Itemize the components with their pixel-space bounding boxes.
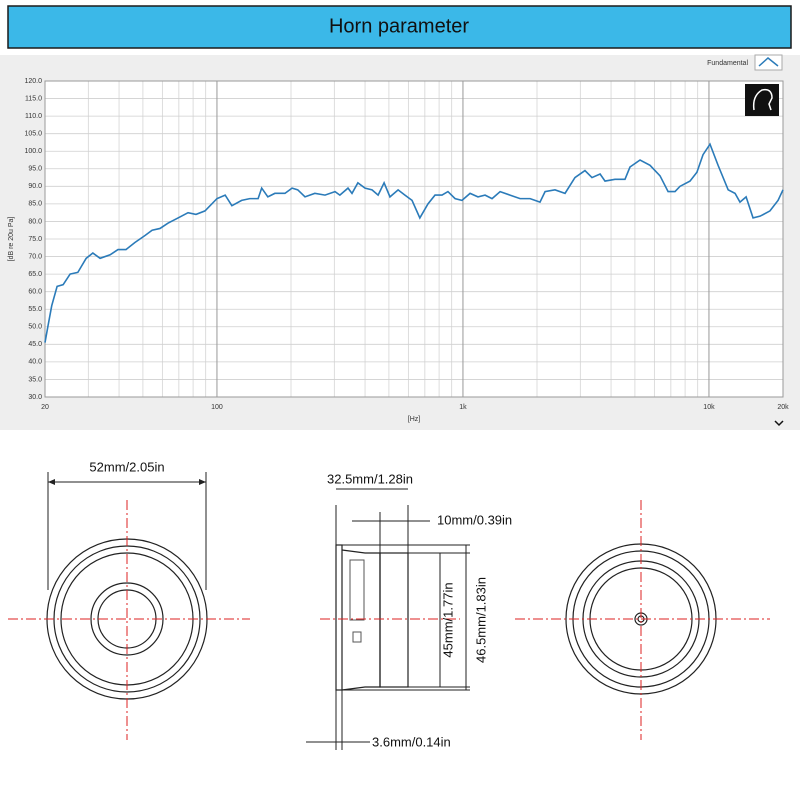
y-tick-label: 120.0 xyxy=(24,78,42,85)
legend-box xyxy=(754,54,783,71)
dimension-label: 45mm/1.77in xyxy=(440,582,455,657)
y-tick-label: 55.0 xyxy=(28,306,42,313)
y-tick-label: 95.0 xyxy=(28,166,42,173)
y-tick-label: 50.0 xyxy=(28,324,42,331)
y-tick-label: 65.0 xyxy=(28,271,42,278)
dimension-label: 10mm/0.39in xyxy=(437,512,512,527)
chart-title: Horn parameter xyxy=(329,15,469,37)
legend-label: Fundamental xyxy=(707,60,748,67)
y-tick-label: 110.0 xyxy=(25,113,42,120)
y-axis-label: [dB re 20u Pa] xyxy=(8,217,15,262)
dimension-label: 32.5mm/1.28in xyxy=(327,471,413,486)
rear-view xyxy=(515,500,770,740)
y-tick-label: 70.0 xyxy=(28,253,42,260)
y-tick-label: 85.0 xyxy=(28,201,42,208)
logo-icon xyxy=(745,84,779,116)
x-tick-label: 10k xyxy=(703,404,715,411)
front-view xyxy=(8,472,250,740)
x-tick-label: 20k xyxy=(777,404,789,411)
y-tick-label: 105.0 xyxy=(24,131,42,138)
y-tick-label: 30.0 xyxy=(28,394,42,401)
y-tick-label: 40.0 xyxy=(28,359,42,366)
logo-head xyxy=(752,88,773,111)
plot-frame xyxy=(44,80,784,398)
y-tick-label: 45.0 xyxy=(28,341,42,348)
y-tick-label: 60.0 xyxy=(28,289,42,296)
dimension-label: 52mm/2.05in xyxy=(89,459,164,474)
side-view xyxy=(306,488,470,750)
title-banner xyxy=(7,5,792,49)
y-tick-label: 80.0 xyxy=(28,218,42,225)
dimension-label: 46.5mm/1.83in xyxy=(473,577,488,663)
data-line xyxy=(44,142,784,343)
y-tick-label: 115.0 xyxy=(25,95,42,102)
x-axis-label: [Hz] xyxy=(408,416,421,423)
y-tick-label: 90.0 xyxy=(28,183,42,190)
y-tick-label: 75.0 xyxy=(28,236,42,243)
legend-swatch xyxy=(758,57,779,67)
x-tick-label: 1k xyxy=(459,404,467,411)
x-tick-label: 20 xyxy=(41,404,49,411)
x-tick-label: 100 xyxy=(211,404,223,411)
y-tick-label: 35.0 xyxy=(28,376,42,383)
dimension-label: 3.6mm/0.14in xyxy=(372,734,451,749)
expand-chevron[interactable] xyxy=(774,420,784,427)
y-tick-label: 100.0 xyxy=(24,148,42,155)
